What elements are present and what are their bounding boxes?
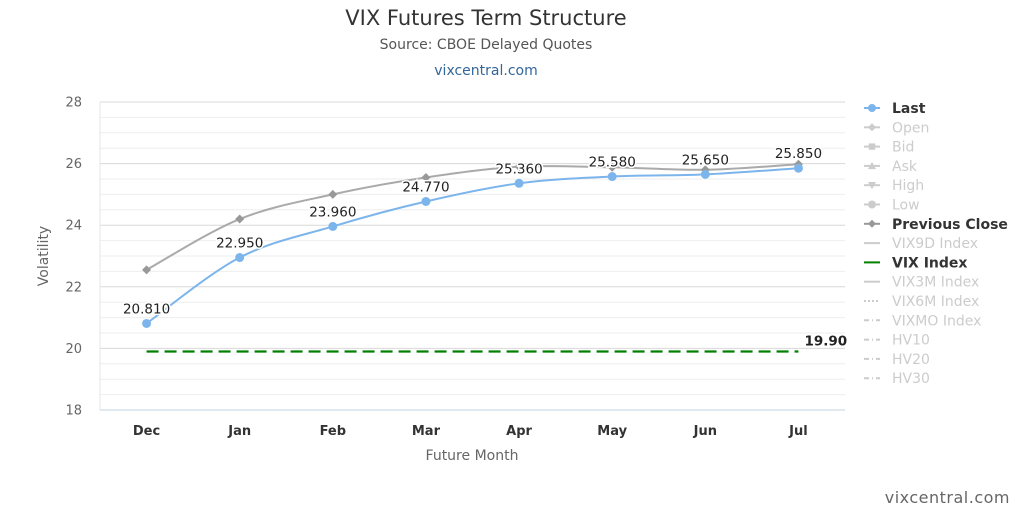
last-data-label: 25.650 xyxy=(682,152,729,168)
last-data-label: 25.580 xyxy=(589,155,636,171)
last-data-label: 24.770 xyxy=(402,179,449,195)
legend-marker-high xyxy=(868,182,876,190)
chart-source-link[interactable]: vixcentral.com xyxy=(434,63,538,79)
x-tick-label: May xyxy=(597,424,627,439)
legend-marker-bid xyxy=(868,143,876,150)
legend-item-hv20[interactable]: HV20 xyxy=(892,352,930,368)
y-axis-title: Volatility xyxy=(36,226,52,286)
last-data-label: 25.850 xyxy=(775,146,822,162)
last-data-label: 25.360 xyxy=(495,161,542,177)
legend-item-low[interactable]: Low xyxy=(892,198,920,214)
legend-item-vix6m-index[interactable]: VIX6M Index xyxy=(892,294,979,310)
x-axis-title: Future Month xyxy=(426,448,519,464)
x-tick-label: Dec xyxy=(133,424,160,439)
y-tick-label: 20 xyxy=(65,342,82,357)
y-tick-label: 24 xyxy=(65,219,82,234)
last-point xyxy=(235,253,245,263)
legend-item-high[interactable]: High xyxy=(892,178,924,194)
last-data-label: 23.960 xyxy=(309,204,356,220)
last-point xyxy=(142,318,152,328)
legend-item-open[interactable]: Open xyxy=(892,120,929,136)
previous-close-point xyxy=(421,172,431,182)
legend-item-hv10[interactable]: HV10 xyxy=(892,333,930,349)
x-tick-label: Apr xyxy=(506,424,532,439)
last-data-label: 20.810 xyxy=(123,301,170,317)
legend-marker-open xyxy=(868,123,876,132)
y-tick-label: 28 xyxy=(65,96,82,111)
previous-close-point xyxy=(607,162,617,172)
legend-item-hv30[interactable]: HV30 xyxy=(892,371,930,387)
legend-marker-previous-close xyxy=(868,219,876,228)
previous-close-point xyxy=(328,189,338,199)
last-point xyxy=(514,178,524,188)
legend-item-last[interactable]: Last xyxy=(892,101,926,117)
y-tick-label: 22 xyxy=(65,280,82,295)
previous-close-point xyxy=(514,162,524,172)
x-tick-label: Mar xyxy=(412,424,441,439)
x-tick-label: Feb xyxy=(320,424,346,439)
series-previous-close-line xyxy=(146,163,799,271)
legend-marker-low xyxy=(868,200,876,209)
previous-close-point xyxy=(235,214,245,224)
previous-close-point xyxy=(142,265,152,275)
legend-item-vix-index[interactable]: VIX Index xyxy=(892,255,967,271)
last-data-label: 22.950 xyxy=(216,236,263,252)
last-point xyxy=(328,221,338,231)
last-point xyxy=(607,172,617,182)
x-tick-label: Jan xyxy=(227,424,251,439)
legend-marker-last xyxy=(868,104,876,112)
last-point xyxy=(700,169,710,179)
legend-item-bid[interactable]: Bid xyxy=(892,140,914,156)
legend-item-vix3m-index[interactable]: VIX3M Index xyxy=(892,275,979,291)
legend-item-vixmo-index[interactable]: VIXMO Index xyxy=(892,313,981,329)
legend-item-vix9d-index[interactable]: VIX9D Index xyxy=(892,236,978,252)
watermark-credit[interactable]: vixcentral.com xyxy=(884,488,1010,507)
chart-subtitle: Source: CBOE Delayed Quotes xyxy=(379,37,593,53)
legend-item-previous-close[interactable]: Previous Close xyxy=(892,217,1008,233)
legend-item-ask[interactable]: Ask xyxy=(892,159,918,175)
last-point xyxy=(793,163,803,173)
last-point xyxy=(421,196,431,206)
x-tick-label: Jul xyxy=(788,424,808,439)
y-tick-label: 26 xyxy=(65,157,82,172)
y-tick-label: 18 xyxy=(65,404,82,419)
legend-marker-ask xyxy=(868,161,876,170)
x-tick-label: Jun xyxy=(693,424,717,439)
vix-index-end-label: 19.90 xyxy=(804,333,847,349)
chart-title: VIX Futures Term Structure xyxy=(345,6,627,30)
